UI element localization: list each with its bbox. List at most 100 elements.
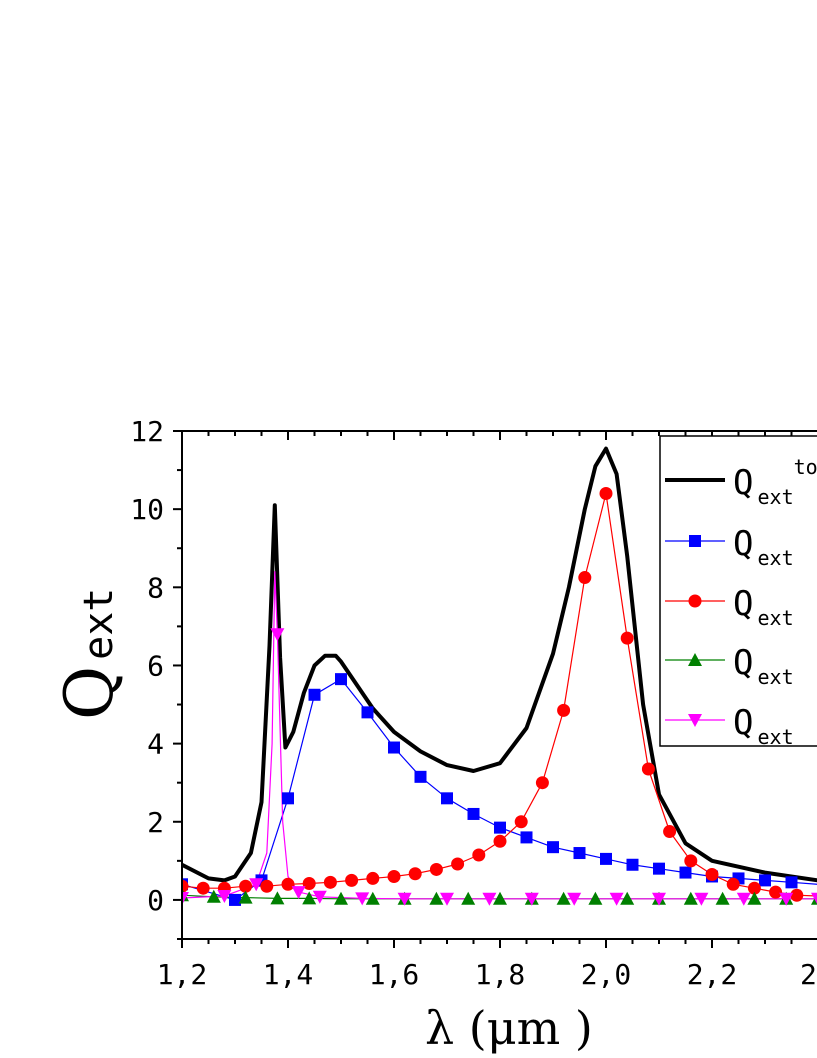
x-tick-label: 2,2: [687, 958, 738, 991]
data-point: [652, 892, 666, 906]
axes: 0 2 4 6 8 10 12 1,2 1,4 1,6 1,8 2,0 2,2 2: [130, 415, 817, 991]
data-point: [599, 487, 613, 501]
data-point: [335, 673, 347, 686]
data-point: [429, 862, 443, 876]
data-point: [694, 892, 709, 906]
data-point: [684, 854, 698, 868]
data-point: [334, 891, 348, 905]
x-tick-label: 1,6: [369, 958, 420, 991]
data-point: [679, 866, 692, 879]
data-point: [557, 703, 571, 717]
data-point: [747, 891, 762, 905]
data-point: [182, 891, 189, 905]
data-point: [578, 571, 592, 585]
data-point: [302, 891, 317, 905]
data-point: [239, 879, 253, 893]
data-point: [361, 706, 374, 719]
data-point: [514, 815, 528, 829]
plot-area: [182, 446, 817, 906]
data-point: [609, 892, 624, 906]
data-point: [467, 807, 480, 820]
data-point: [238, 890, 253, 904]
x-tick-label: 2: [800, 958, 817, 991]
data-point: [785, 876, 798, 889]
data-point: [291, 886, 306, 900]
data-point: [229, 893, 241, 906]
data-point: [312, 890, 327, 904]
data-point: [387, 869, 401, 883]
data-point: [494, 821, 506, 834]
data-point: [345, 873, 359, 887]
data-point: [493, 834, 507, 848]
data-point: [440, 892, 454, 906]
data-point: [217, 890, 232, 904]
data-point: [556, 891, 571, 905]
data-point: [524, 892, 539, 906]
data-point: [260, 879, 274, 893]
data-point: [441, 792, 453, 805]
y-tick-label: 0: [147, 884, 164, 917]
data-point: [388, 741, 400, 754]
data-point: [688, 594, 702, 608]
data-point: [736, 892, 751, 906]
data-point: [715, 891, 730, 905]
series-layer: [182, 446, 817, 906]
data-point: [429, 891, 444, 905]
data-point: [683, 891, 698, 905]
data-point: [769, 885, 783, 899]
data-point: [482, 892, 497, 906]
y-axis-title-sub: ext: [76, 588, 122, 660]
data-point: [366, 871, 380, 885]
data-point: [414, 770, 427, 783]
data-point: [323, 875, 337, 889]
data-point: [779, 892, 794, 906]
data-point: [472, 848, 486, 862]
data-point: [726, 877, 740, 891]
data-point: [520, 831, 533, 844]
y-axis-title: Qext: [51, 588, 128, 720]
data-point: [182, 879, 189, 893]
data-point: [588, 891, 603, 905]
data-point: [626, 858, 639, 871]
y-axis-title-base: Q: [51, 666, 128, 720]
data-point: [282, 792, 294, 805]
x-tick-label: 2,0: [581, 958, 632, 991]
y-tick-label: 8: [147, 571, 164, 604]
data-point: [600, 852, 612, 865]
data-point: [493, 891, 507, 905]
series-line-0: [182, 446, 817, 883]
legend-box: [659, 435, 817, 747]
data-point: [281, 877, 295, 891]
data-point: [759, 874, 771, 887]
data-point: [302, 877, 316, 891]
y-tick-label: 12: [130, 415, 164, 448]
data-point: [688, 653, 702, 666]
data-point: [270, 891, 285, 905]
y-tick-label: 4: [147, 728, 164, 761]
data-point: [567, 892, 582, 906]
data-point: [451, 857, 465, 871]
data-point: [397, 892, 412, 906]
data-point: [547, 841, 559, 854]
data-point: [206, 889, 221, 903]
data-point: [355, 892, 370, 906]
y-tick-label: 2: [147, 806, 164, 839]
data-point: [747, 881, 761, 895]
x-tick-label: 1,8: [475, 958, 526, 991]
data-point: [620, 891, 635, 905]
data-point: [790, 888, 804, 902]
data-point: [811, 892, 817, 904]
data-point: [365, 891, 380, 905]
data-point: [641, 762, 655, 776]
data-point: [620, 631, 634, 645]
data-point: [653, 862, 665, 875]
x-tick-label: 1,4: [263, 958, 314, 991]
data-point: [249, 878, 264, 892]
